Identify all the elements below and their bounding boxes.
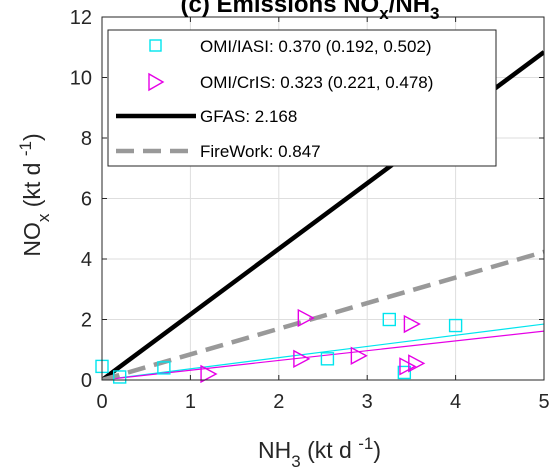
y-label-prefix: NO bbox=[19, 222, 45, 257]
data-point-square bbox=[112, 370, 127, 384]
x-label-prefix: NH bbox=[258, 437, 291, 463]
fit-line bbox=[102, 330, 544, 380]
data-point-triangle bbox=[200, 364, 218, 384]
x-tick-label: 4 bbox=[450, 391, 461, 413]
title-sub-1: x bbox=[379, 4, 389, 23]
legend-marker-omi-cris bbox=[148, 72, 165, 92]
x-tick-label: 0 bbox=[96, 391, 107, 413]
legend-marker-omi-iasi bbox=[149, 39, 162, 52]
y-tick-label: 2 bbox=[81, 310, 92, 332]
x-label-sub: 3 bbox=[291, 452, 300, 471]
data-points bbox=[95, 308, 463, 384]
legend-label-omi-iasi: OMI/IASI: 0.370 (0.192, 0.502) bbox=[200, 37, 432, 56]
y-label-sup: -1 bbox=[16, 141, 35, 156]
title-sub-2: 3 bbox=[430, 4, 439, 23]
y-axis-label: NOx (kt d -1) bbox=[16, 133, 53, 256]
x-label-suffix: (kt d bbox=[301, 437, 359, 463]
y-tick-label: 8 bbox=[81, 128, 92, 150]
y-label-end: ) bbox=[19, 133, 45, 141]
y-tick-label: 0 bbox=[81, 370, 92, 392]
y-tick-label: 10 bbox=[70, 68, 92, 90]
data-point-square bbox=[448, 318, 463, 333]
x-tick-label: 3 bbox=[362, 391, 373, 413]
data-point-triangle bbox=[293, 349, 311, 368]
data-point-square bbox=[382, 312, 396, 327]
y-tick-label: 12 bbox=[70, 7, 92, 29]
legend: OMI/IASI: 0.370 (0.192, 0.502) OMI/CrIS:… bbox=[107, 29, 497, 167]
data-point-triangle bbox=[408, 354, 426, 373]
legend-label-gfas: GFAS: 2.168 bbox=[200, 107, 297, 126]
x-tick-label: 5 bbox=[538, 391, 549, 413]
y-label-sub: x bbox=[34, 213, 53, 222]
x-label-sup: -1 bbox=[358, 434, 373, 453]
y-label-suffix: (kt d bbox=[19, 156, 45, 214]
x-tick-label: 2 bbox=[273, 391, 284, 413]
data-point-square bbox=[320, 352, 335, 366]
title-mid: /NH bbox=[389, 0, 430, 18]
y-tick-label: 4 bbox=[81, 249, 92, 271]
data-point-square bbox=[157, 361, 171, 375]
tick-marks bbox=[101, 16, 545, 381]
legend-label-firework: FireWork: 0.847 bbox=[200, 142, 321, 161]
data-point-square bbox=[397, 365, 412, 380]
title-prefix: (c) Emissions NO bbox=[181, 0, 380, 18]
data-point-triangle bbox=[350, 346, 368, 365]
x-label-end: ) bbox=[373, 437, 381, 463]
legend-box bbox=[107, 29, 497, 167]
legend-label-omi-cris: OMI/CrIS: 0.323 (0.221, 0.478) bbox=[200, 73, 433, 92]
data-point-triangle bbox=[403, 314, 421, 334]
x-axis-label: NH3 (kt d -1) bbox=[258, 434, 381, 471]
fit-line bbox=[102, 249, 544, 380]
data-point-triangle bbox=[399, 357, 417, 376]
fit-line bbox=[102, 323, 544, 380]
data-point-triangle bbox=[297, 308, 315, 328]
x-tick-label: 1 bbox=[185, 391, 196, 413]
y-tick-label: 6 bbox=[81, 189, 92, 211]
chart-title: (c) Emissions NOx/NH3 bbox=[181, 0, 440, 23]
